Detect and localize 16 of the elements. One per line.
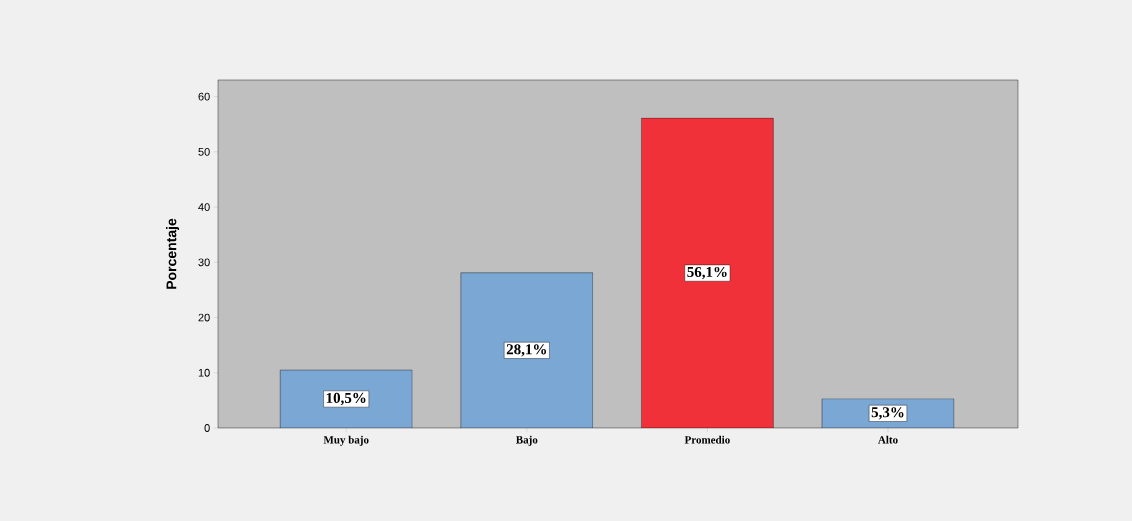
y-tick-label: 50 bbox=[198, 147, 210, 156]
x-tick-label: Alto bbox=[878, 435, 898, 444]
y-tick-label: 0 bbox=[204, 424, 210, 432]
data-label: 5,3% bbox=[871, 407, 904, 420]
y-axis-title: Porcentaje bbox=[166, 218, 180, 289]
y-tick-label: 60 bbox=[198, 92, 210, 101]
x-tick-label: Bajo bbox=[516, 435, 538, 446]
data-label: 56,1% bbox=[687, 266, 727, 280]
x-tick-label: Promedio bbox=[684, 435, 730, 444]
data-label: 28,1% bbox=[506, 344, 547, 357]
x-tick-label: Muy bajo bbox=[323, 435, 369, 446]
y-tick-label: 40 bbox=[198, 203, 210, 211]
y-tick-label: 20 bbox=[198, 313, 210, 322]
y-tick-label: 10 bbox=[198, 368, 210, 377]
data-label: 10,5% bbox=[326, 392, 366, 406]
y-tick-label: 30 bbox=[198, 258, 210, 267]
